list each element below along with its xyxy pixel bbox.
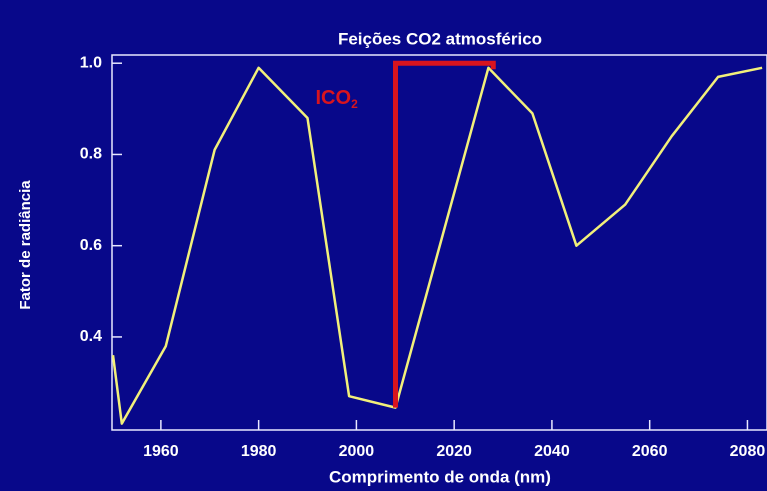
x-tick-label: 2040 [534, 443, 570, 460]
x-tick-label: 1980 [241, 443, 277, 460]
x-tick-label: 2080 [730, 443, 766, 460]
chart-title: Feições CO2 atmosférico [338, 29, 542, 48]
annotation-text: ICO [316, 87, 352, 109]
y-tick-label: 0.8 [80, 146, 102, 163]
x-tick-label: 2020 [436, 443, 472, 460]
x-tick-label: 2000 [339, 443, 375, 460]
annotation-subscript: 2 [351, 97, 358, 111]
y-tick-label: 1.0 [80, 54, 102, 71]
y-tick-label: 0.4 [80, 328, 102, 345]
x-axis-label: Comprimento de onda (nm) [329, 467, 551, 486]
y-tick-label: 0.6 [80, 237, 102, 254]
annotation-label: ICO2 [316, 87, 359, 111]
x-tick-label: 2060 [632, 443, 668, 460]
annotation-bracket [393, 60, 496, 408]
y-axis-label: Fator de radiância [17, 180, 34, 310]
x-tick-label: 1960 [143, 443, 179, 460]
plot-frame [111, 54, 767, 431]
